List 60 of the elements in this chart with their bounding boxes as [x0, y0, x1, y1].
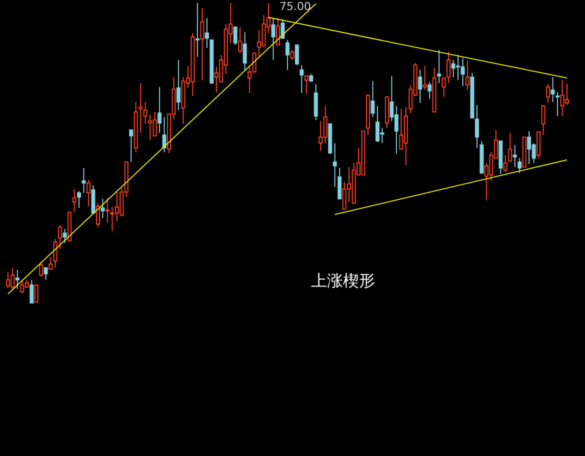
candlestick [34, 284, 38, 303]
candlestick [105, 198, 110, 224]
candlestick [290, 50, 294, 60]
candlestick [138, 82, 143, 134]
candlestick [285, 39, 290, 70]
candlestick [96, 202, 100, 228]
candlestick [465, 60, 470, 90]
candlestick [280, 18, 285, 40]
candlestick [162, 116, 166, 153]
candlestick [86, 180, 90, 207]
candlestick [53, 238, 58, 268]
candlestick [48, 256, 53, 270]
candlestick [442, 78, 446, 98]
candlestick [129, 129, 134, 162]
candlestick [58, 224, 62, 250]
candlestick [300, 64, 304, 94]
candlestick [200, 8, 204, 81]
candlestick [44, 266, 48, 280]
candlestick [176, 60, 181, 111]
candlestick [91, 184, 96, 214]
candlestick [30, 279, 34, 304]
candlestick [271, 18, 276, 60]
candlestick [512, 144, 517, 168]
candlestick [143, 102, 148, 124]
candlestick [503, 154, 508, 172]
candlestick [238, 26, 242, 54]
candlestick [204, 18, 209, 48]
candlestick [422, 66, 427, 90]
candlestick [314, 84, 318, 120]
annotation: 上涨楔形 [311, 271, 375, 290]
candlestick [518, 158, 522, 174]
candlestick [195, 2, 200, 58]
candlestick [62, 228, 67, 244]
candlestick [39, 261, 44, 278]
candlestick [276, 18, 280, 46]
candlestick [15, 270, 20, 290]
candlestick [536, 132, 541, 159]
candlestick [418, 69, 422, 104]
candlestick [242, 32, 247, 70]
candlestick [338, 168, 342, 200]
candlestick [550, 76, 555, 102]
candlestick [304, 75, 308, 94]
candlestick [437, 50, 442, 84]
candlestick [370, 80, 375, 118]
candlestick [100, 198, 105, 219]
candlestick [332, 142, 337, 188]
candlestick [556, 92, 560, 117]
candlestick [82, 168, 86, 194]
candlestick [508, 132, 512, 162]
candlestick [541, 104, 546, 136]
candlestick [446, 51, 451, 84]
candlestick [546, 84, 550, 104]
candlestick [428, 81, 432, 100]
candlestick [158, 86, 162, 134]
candlestick [72, 188, 76, 213]
candlestick [233, 26, 238, 46]
annotation: 75.00 [280, 0, 312, 13]
candlestick [77, 190, 82, 208]
candlestick [474, 104, 479, 148]
candlestick [294, 44, 299, 66]
